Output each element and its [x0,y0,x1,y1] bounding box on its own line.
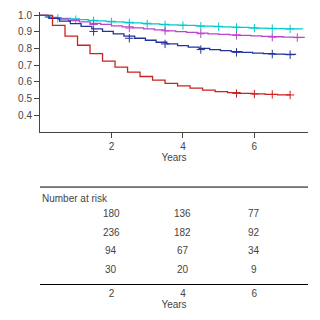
svg-text:4: 4 [180,141,186,152]
svg-text:182: 182 [174,227,191,238]
svg-text:0.7: 0.7 [18,60,32,71]
svg-text:30: 30 [105,264,117,275]
svg-text:92: 92 [248,227,260,238]
svg-text:1.0: 1.0 [18,10,32,21]
svg-text:77: 77 [248,208,260,219]
svg-text:2: 2 [109,288,115,299]
svg-text:20: 20 [177,264,189,275]
svg-text:0.8: 0.8 [18,43,32,54]
svg-text:236: 236 [103,227,120,238]
svg-text:0.4: 0.4 [18,110,32,121]
svg-text:0.9: 0.9 [18,26,32,37]
svg-text:180: 180 [103,208,120,219]
svg-text:34: 34 [248,245,260,256]
svg-text:94: 94 [105,245,117,256]
svg-text:9: 9 [251,264,257,275]
svg-text:Number at risk: Number at risk [42,193,108,204]
svg-text:2: 2 [109,141,115,152]
svg-text:0.6: 0.6 [18,76,32,87]
svg-text:Years: Years [161,299,186,310]
svg-text:Years: Years [161,152,186,163]
svg-text:136: 136 [174,208,191,219]
svg-text:67: 67 [177,245,189,256]
svg-text:4: 4 [180,288,186,299]
svg-text:6: 6 [252,288,258,299]
svg-text:0.5: 0.5 [18,93,32,104]
svg-text:6: 6 [252,141,258,152]
